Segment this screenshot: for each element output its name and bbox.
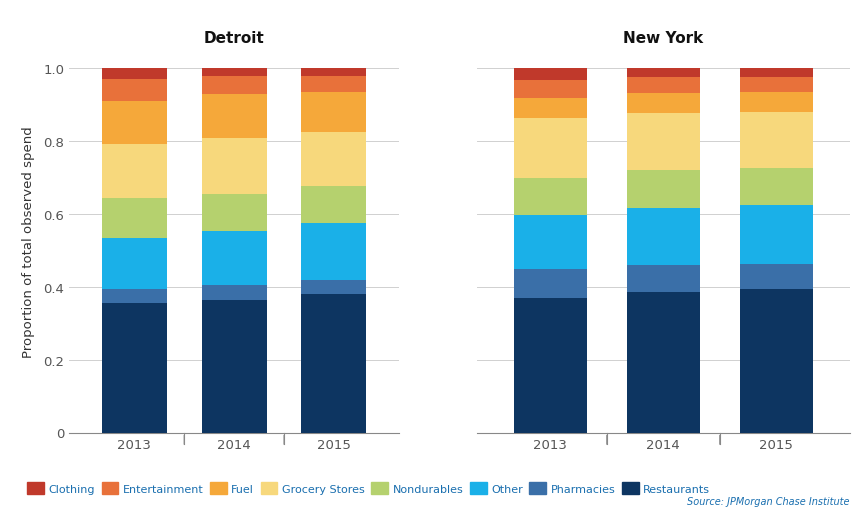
Bar xyxy=(101,303,166,433)
Bar xyxy=(513,215,587,270)
Bar xyxy=(513,99,587,119)
Bar xyxy=(513,119,587,179)
Text: Source: JPMorgan Chase Institute: Source: JPMorgan Chase Institute xyxy=(688,496,850,506)
Bar xyxy=(627,209,700,265)
Bar xyxy=(513,179,587,215)
Bar xyxy=(302,69,367,76)
Bar xyxy=(627,265,700,293)
Bar xyxy=(302,133,367,187)
Bar xyxy=(202,95,266,139)
Bar xyxy=(513,270,587,298)
Bar xyxy=(740,93,813,112)
Bar xyxy=(302,92,367,133)
Bar xyxy=(740,289,813,433)
Bar xyxy=(627,69,700,78)
Title: Detroit: Detroit xyxy=(204,31,264,46)
Bar xyxy=(202,300,266,433)
Bar xyxy=(202,69,266,77)
Bar xyxy=(740,112,813,169)
Bar xyxy=(202,194,266,232)
Bar xyxy=(302,295,367,433)
Bar xyxy=(101,198,166,239)
Bar xyxy=(101,79,166,101)
Bar xyxy=(302,280,367,295)
Bar xyxy=(302,76,367,92)
Bar xyxy=(740,77,813,93)
Bar xyxy=(627,293,700,433)
Bar xyxy=(627,78,700,94)
Bar xyxy=(202,232,266,286)
Bar xyxy=(101,101,166,145)
Bar xyxy=(513,298,587,433)
Bar xyxy=(627,171,700,209)
Bar xyxy=(513,81,587,99)
Bar xyxy=(302,223,367,280)
Bar xyxy=(101,290,166,303)
Bar xyxy=(627,94,700,114)
Bar xyxy=(101,145,166,198)
Bar xyxy=(202,139,266,194)
Y-axis label: Proportion of total observed spend: Proportion of total observed spend xyxy=(23,126,36,357)
Bar xyxy=(513,69,587,81)
Legend: Clothing, Entertainment, Fuel, Grocery Stores, Nondurables, Other, Pharmacies, R: Clothing, Entertainment, Fuel, Grocery S… xyxy=(23,478,714,498)
Bar xyxy=(740,69,813,77)
Bar xyxy=(202,77,266,95)
Bar xyxy=(740,264,813,289)
Bar xyxy=(202,286,266,300)
Bar xyxy=(740,169,813,206)
Title: New York: New York xyxy=(623,31,703,46)
Bar xyxy=(740,206,813,264)
Bar xyxy=(101,69,166,79)
Bar xyxy=(627,114,700,171)
Bar xyxy=(101,239,166,290)
Bar xyxy=(302,187,367,223)
